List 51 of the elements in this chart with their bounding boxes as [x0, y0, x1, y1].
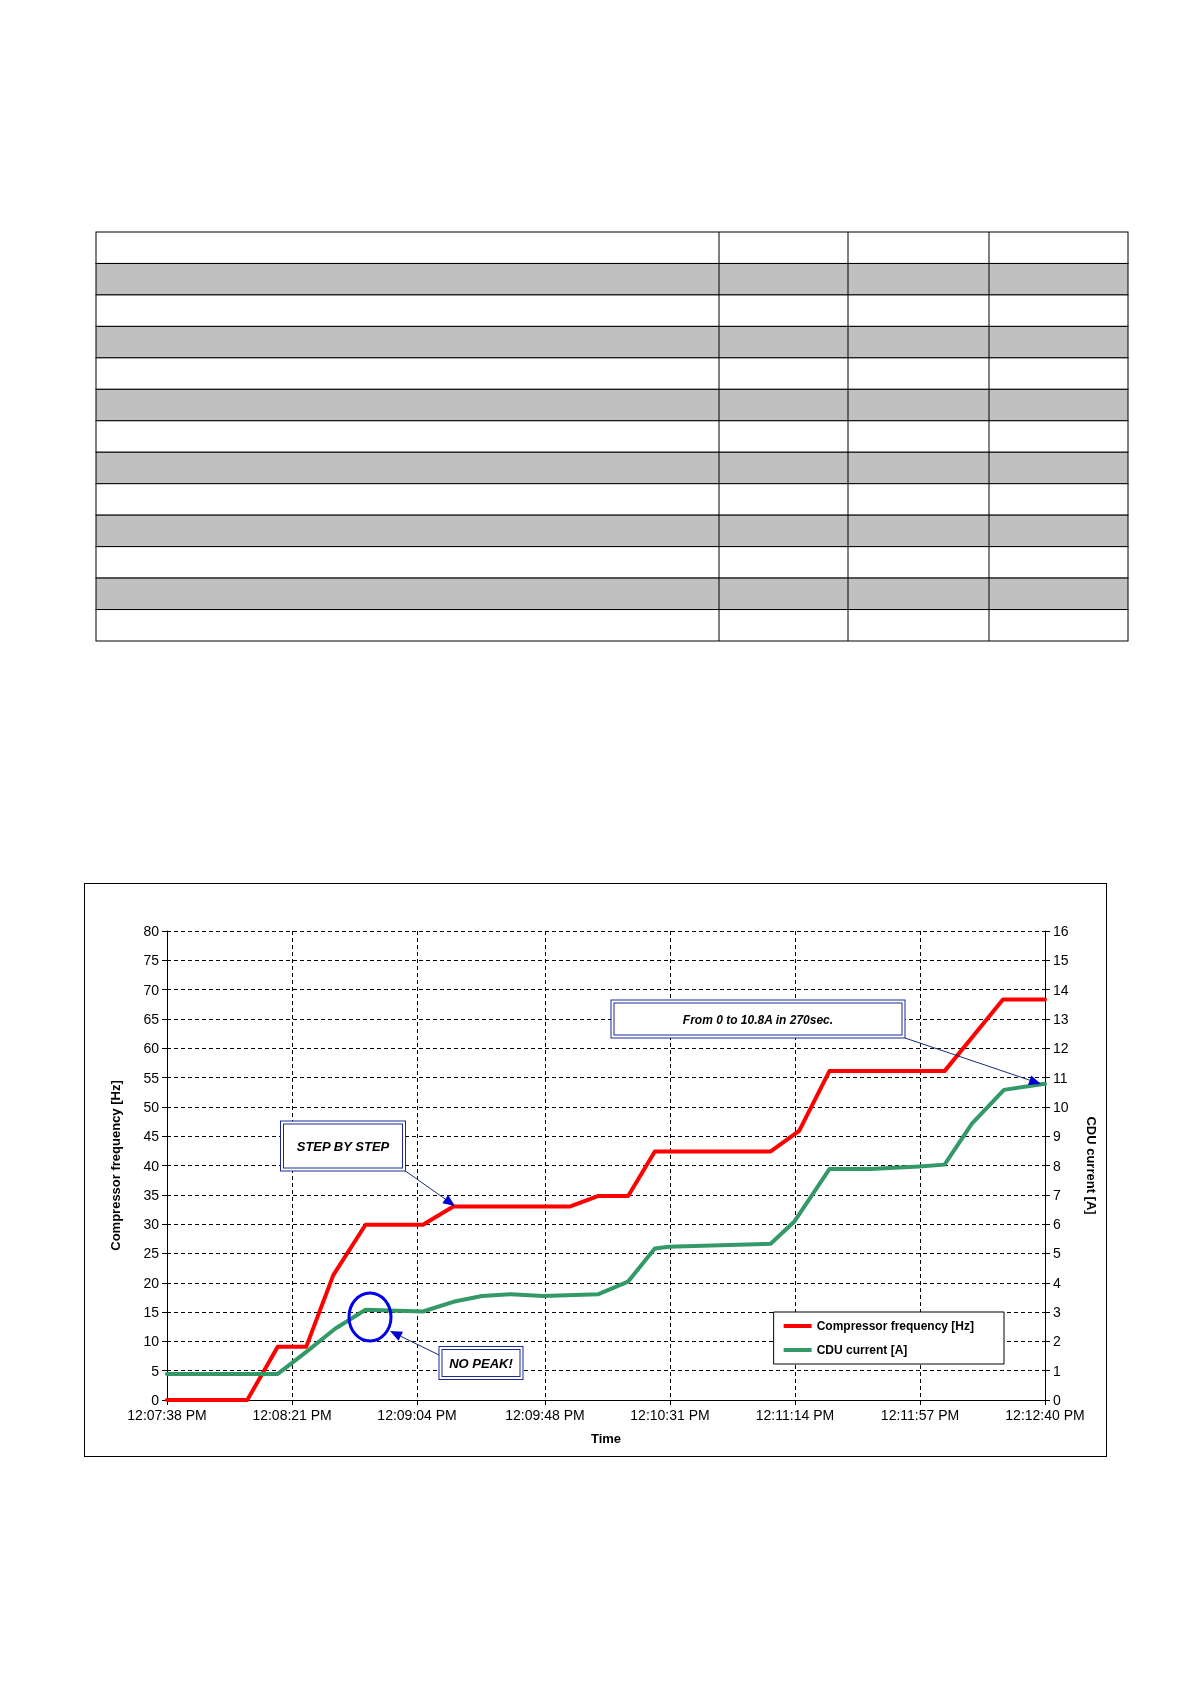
y2-tick-label: 14 [1053, 981, 1069, 998]
y2-tick-label: 16 [1053, 923, 1069, 939]
y2-tick-label: 10 [1053, 1098, 1069, 1115]
annotation: NO PEAK! [449, 1356, 514, 1371]
annotation: From 0 to 10.8A in 270sec. [682, 1013, 834, 1027]
legend-label: CDU current [A] [816, 1343, 908, 1357]
y-tick-label: 45 [143, 1128, 160, 1145]
y2-tick-label: 4 [1053, 1274, 1061, 1291]
y-tick-label: 60 [143, 1040, 160, 1057]
y-tick-label: 30 [143, 1216, 160, 1233]
x-tick-label: 12:12:40 PM [1005, 1407, 1085, 1423]
y-tick-label: 75 [143, 952, 160, 969]
y-tick-label: 50 [143, 1098, 160, 1115]
annotation: STEP BY STEP [296, 1139, 390, 1154]
y-axis-title: Compressor frequency [Hz] [108, 1080, 123, 1251]
x-tick-label: 12:11:14 PM [755, 1407, 835, 1423]
y-tick-label: 5 [151, 1362, 160, 1379]
x-tick-label: 12:11:57 PM [880, 1407, 960, 1423]
y2-tick-label: 7 [1053, 1186, 1061, 1203]
y-tick-label: 55 [143, 1069, 160, 1086]
x-tick-label: 12:10:31 PM [630, 1407, 710, 1423]
y2-tick-label: 11 [1053, 1069, 1068, 1086]
y-tick-label: 35 [143, 1186, 160, 1203]
x-axis-title: Time [590, 1431, 622, 1446]
y-tick-label: 20 [143, 1274, 160, 1291]
y-tick-label: 65 [143, 1010, 160, 1027]
y2-tick-label: 12 [1053, 1040, 1069, 1057]
x-tick-label: 12:07:38 PM [127, 1407, 207, 1423]
y-tick-label: 80 [143, 923, 160, 939]
y-tick-label: 70 [143, 981, 160, 998]
y2-tick-label: 6 [1053, 1216, 1061, 1233]
y2-tick-label: 13 [1053, 1010, 1069, 1027]
line-series [165, 1081, 1047, 1376]
y2-tick-label: 2 [1053, 1333, 1061, 1350]
y2-tick-label: 8 [1053, 1157, 1061, 1174]
x-tick-label: 12:08:21 PM [252, 1407, 332, 1423]
y-tick-label: 15 [143, 1304, 160, 1321]
y2-tick-label: 3 [1053, 1304, 1061, 1321]
y2-tick-label: 9 [1053, 1128, 1061, 1145]
y2-tick-label: 1 [1053, 1362, 1061, 1379]
y2-tick-label: 15 [1053, 952, 1069, 969]
y-tick-label: 40 [143, 1157, 160, 1174]
y-tick-label: 25 [143, 1245, 160, 1262]
y2-axis-title: CDU current [A] [1084, 1116, 1099, 1215]
y-tick-label: 0 [151, 1392, 160, 1408]
y2-tick-label: 0 [1053, 1392, 1061, 1408]
x-tick-label: 12:09:48 PM [505, 1407, 585, 1423]
y2-tick-label: 5 [1053, 1245, 1061, 1262]
x-tick-label: 12:09:04 PM [377, 1407, 457, 1423]
y-tick-label: 10 [143, 1333, 160, 1350]
legend-label: Compressor frequency [Hz] [816, 1319, 975, 1333]
